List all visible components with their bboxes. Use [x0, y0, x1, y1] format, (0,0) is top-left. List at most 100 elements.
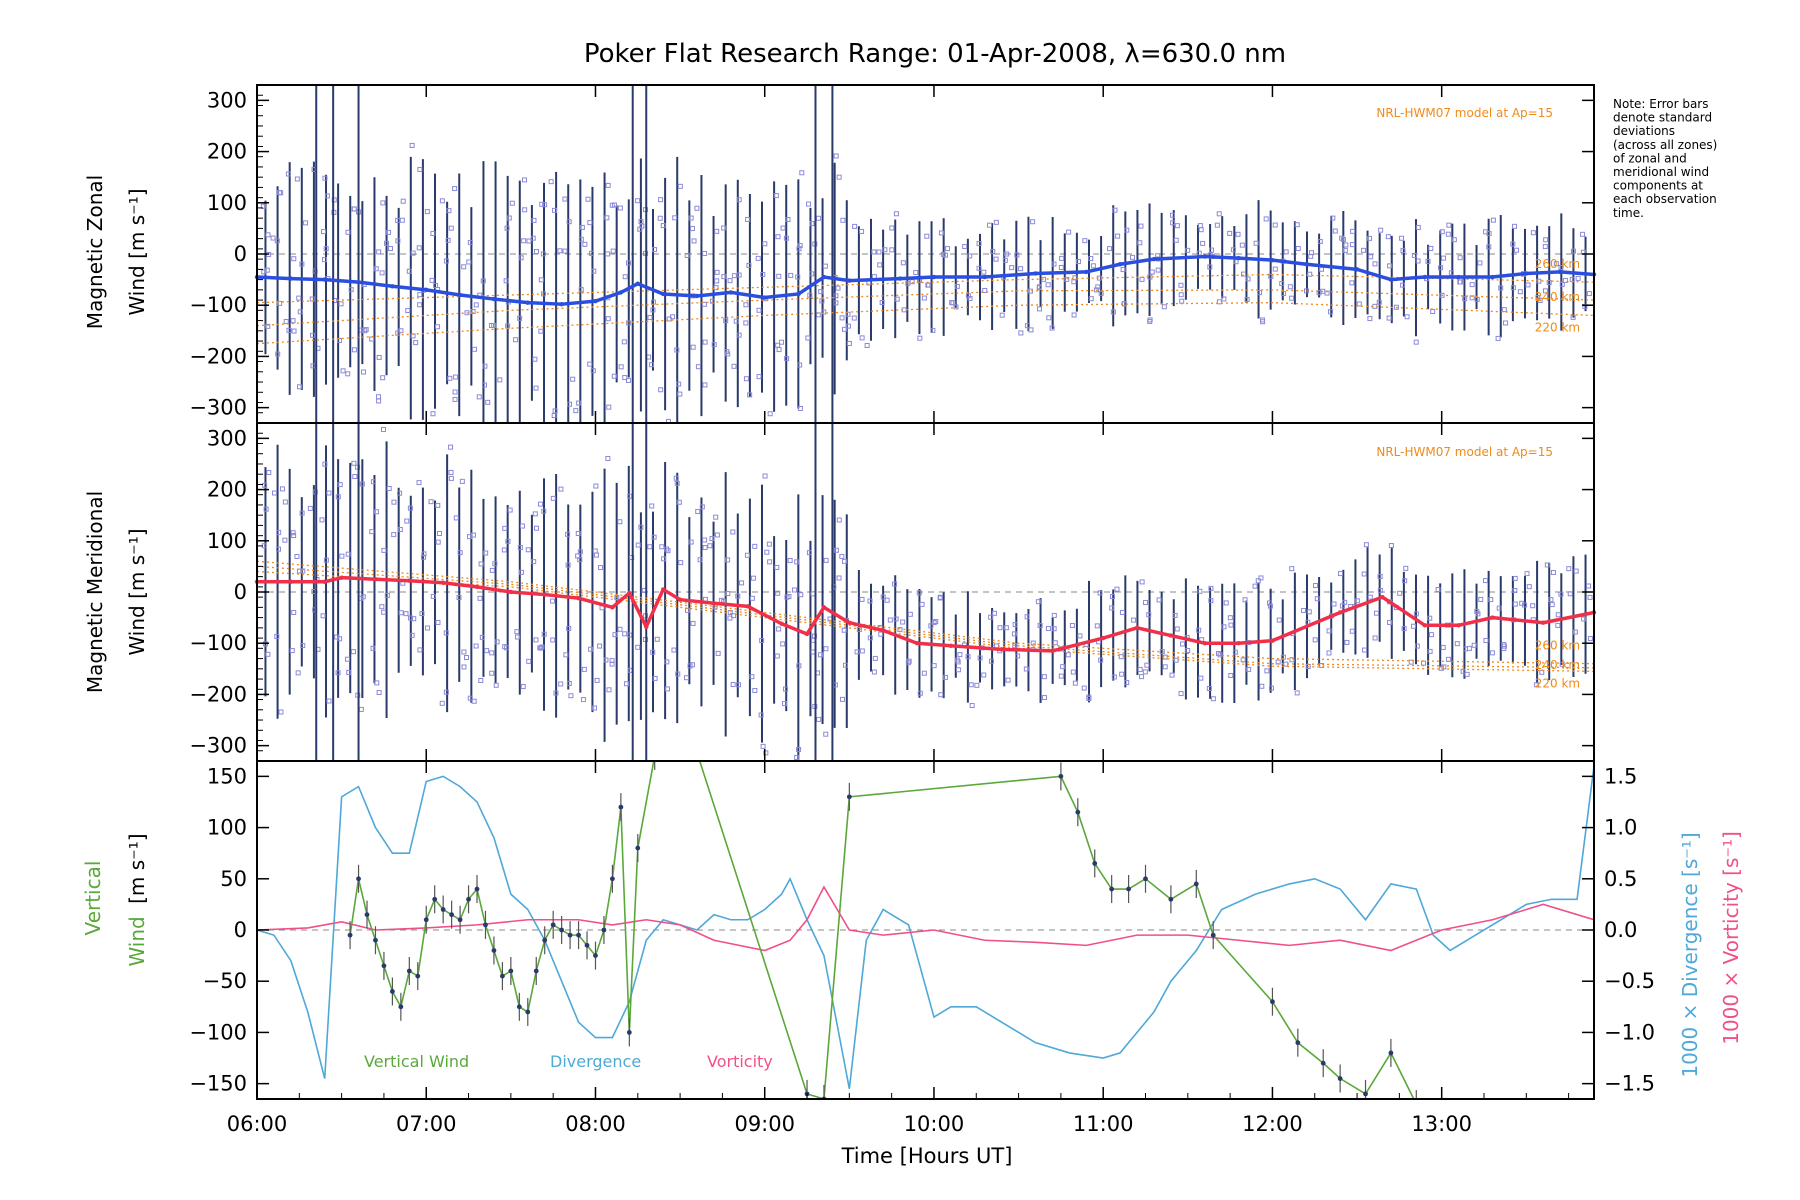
scatter-point	[649, 503, 655, 509]
scatter-point	[1570, 314, 1576, 320]
scatter-point	[622, 375, 628, 381]
vertical-wind-point	[449, 912, 455, 918]
scatter-point	[1216, 299, 1222, 305]
scatter-point	[605, 182, 611, 188]
vertical-ylabel-green: Vertical	[81, 861, 105, 936]
wind-point	[880, 628, 886, 633]
scatter-point	[950, 300, 956, 306]
scatter-point	[580, 697, 586, 703]
scatter-point	[285, 171, 291, 177]
scatter-point	[470, 532, 476, 538]
note-line: time.	[1613, 206, 1644, 220]
scatter-point	[1344, 639, 1350, 645]
scatter-point	[1198, 675, 1204, 681]
scatter-point	[1109, 605, 1115, 611]
scatter-point	[611, 373, 617, 379]
scatter-point	[1124, 680, 1130, 686]
scatter-point	[540, 251, 546, 257]
scatter-point	[1272, 266, 1278, 272]
vertical-wind-line	[349, 761, 1415, 1099]
scatter-point	[1512, 223, 1518, 229]
scatter-point	[436, 531, 442, 537]
scatter-point	[539, 201, 545, 207]
scatter-point	[1240, 271, 1246, 277]
scatter-point	[1178, 691, 1184, 697]
scatter-point	[1477, 260, 1483, 266]
scatter-point	[505, 538, 511, 544]
scatter-point	[649, 362, 655, 368]
scatter-point	[1530, 603, 1536, 609]
scatter-point	[457, 550, 463, 556]
model-height-label: 260 km	[1535, 639, 1580, 653]
scatter-point	[839, 696, 845, 702]
scatter-point	[514, 629, 520, 635]
scatter-point	[1235, 231, 1241, 237]
scatter-point	[859, 596, 865, 602]
scatter-point	[533, 637, 539, 643]
note-line: (across all zones)	[1613, 138, 1717, 152]
scatter-point	[993, 256, 999, 262]
scatter-point	[1306, 609, 1312, 615]
scatter-point	[1014, 252, 1020, 258]
scatter-point	[617, 626, 623, 632]
wind-point	[474, 584, 480, 590]
scatter-point	[969, 703, 975, 709]
wind-point	[1151, 256, 1157, 262]
scatter-point	[702, 537, 708, 543]
scatter-point	[1490, 217, 1496, 223]
scatter-point	[1510, 241, 1516, 247]
scatter-point	[780, 225, 786, 231]
scatter-point	[842, 662, 848, 668]
scatter-point	[954, 657, 960, 663]
scatter-point	[892, 581, 898, 587]
scatter-point	[1077, 633, 1083, 639]
scatter-point	[635, 542, 641, 548]
wind-point	[627, 590, 632, 596]
scatter-point	[553, 690, 559, 696]
wind-point	[745, 604, 750, 609]
scatter-point	[1448, 270, 1454, 276]
scatter-point	[381, 609, 387, 615]
scatter-point	[488, 322, 494, 328]
scatter-point	[430, 231, 436, 237]
scatter-point	[300, 643, 306, 649]
scatter-point	[416, 245, 422, 251]
scatter-point	[1200, 240, 1206, 246]
scatter-point	[990, 248, 996, 254]
scatter-point	[1041, 695, 1047, 701]
scatter-point	[783, 235, 789, 241]
vertical-wind-point	[1193, 881, 1199, 887]
scatter-point	[730, 529, 736, 535]
scatter-point	[1489, 650, 1495, 656]
meridional-panel: 260 km 240 km 220 km 300 200 100 0 −100 −200 −30…	[83, 422, 1597, 762]
wind-point	[847, 620, 852, 625]
wind-point	[1304, 262, 1309, 267]
scatter-point	[606, 687, 612, 693]
scatter-point	[1413, 339, 1419, 345]
scatter-point	[577, 557, 583, 563]
scatter-point	[1051, 626, 1057, 632]
scatter-point	[513, 337, 519, 343]
scatter-point	[730, 682, 736, 688]
vertical-wind-point	[373, 937, 378, 943]
scatter-point	[503, 278, 509, 284]
wind-point	[1354, 267, 1360, 272]
note-line: meridional wind	[1613, 165, 1709, 179]
scatter-point	[1138, 223, 1144, 229]
scatter-point	[938, 230, 944, 236]
scatter-point	[658, 197, 664, 203]
scatter-point	[1486, 244, 1492, 250]
vertical-wind-point	[626, 1030, 632, 1035]
scatter-point	[407, 505, 413, 511]
scatter-point	[1388, 543, 1394, 549]
scatter-point	[359, 481, 365, 487]
scatter-point	[1342, 599, 1348, 605]
y-tick-label: −50	[203, 969, 247, 993]
scatter-point	[1161, 304, 1167, 310]
scatter-point	[1259, 683, 1265, 689]
scatter-point	[622, 274, 628, 280]
scatter-point	[1037, 306, 1043, 312]
y-tick-label: 200	[207, 478, 247, 502]
scatter-point	[678, 560, 684, 566]
scatter-point	[369, 336, 375, 342]
